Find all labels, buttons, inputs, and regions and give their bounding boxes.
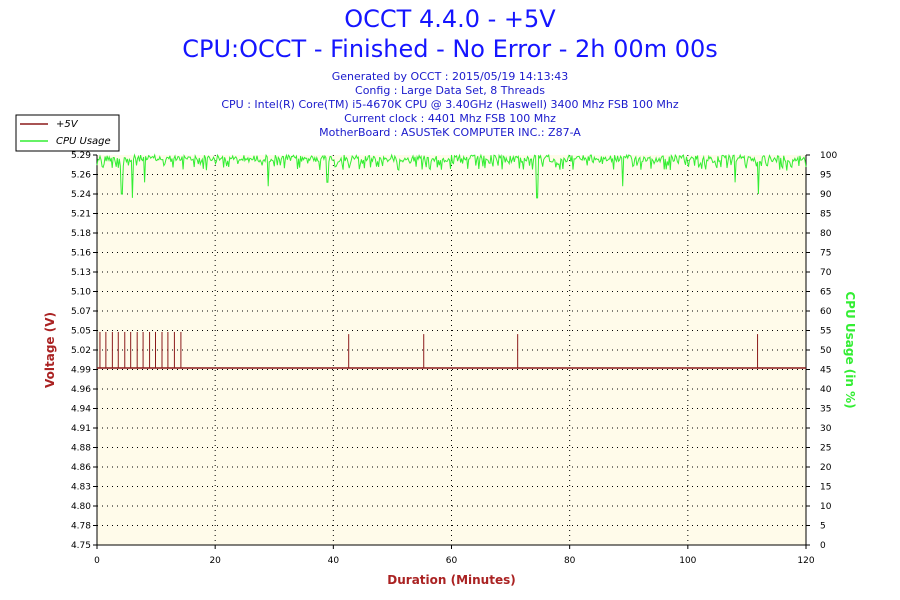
y2-tick-label: 90 [820,190,832,200]
y-tick-label: 5.18 [71,229,91,239]
y-tick-label: 4.88 [71,444,91,454]
y2-tick-label: 50 [820,346,832,356]
y2-tick-label: 30 [820,424,832,434]
legend-label-cpu: CPU Usage [56,136,111,147]
y-tick-label: 4.78 [71,522,91,532]
info-config: Config : Large Data Set, 8 Threads [355,84,545,97]
y-tick-label: 5.21 [71,210,91,220]
y2-tick-label: 65 [820,288,831,298]
y2-tick-label: 45 [820,366,831,376]
y-tick-label: 4.75 [71,541,91,551]
y-axis-label: Voltage (V) [43,312,57,388]
y2-tick-label: 95 [820,171,831,181]
info-generated: Generated by OCCT : 2015/05/19 14:13:43 [331,70,569,83]
legend: +5V CPU Usage [15,114,120,152]
y-tick-label: 5.13 [71,268,91,278]
y2-tick-label: 75 [820,249,831,259]
y2-tick-label: 20 [820,463,832,473]
y2-tick-label: 15 [820,483,831,493]
y2-tick-label: 85 [820,210,831,220]
y2-tick-label: 25 [820,444,831,454]
y-tick-label: 4.80 [71,502,91,512]
chart-subtitle: CPU:OCCT - Finished - No Error - 2h 00m … [182,35,718,63]
series-cpu-usage-line [96,153,807,199]
x-tick-label: 100 [679,556,696,566]
y2-tick-label: 5 [820,522,826,532]
y-tick-label: 4.99 [71,366,91,376]
legend-label-5v: +5V [56,119,79,130]
y-tick-label: 5.10 [71,288,91,298]
y2-tick-label: 100 [820,151,837,161]
y-tick-label: 5.05 [71,327,91,337]
y-tick-label: 5.02 [71,346,91,356]
y-tick-label: 5.24 [71,190,91,200]
y2-tick-label: 55 [820,327,831,337]
x-axis-label: Duration (Minutes) [387,573,515,587]
y-tick-label: 5.26 [71,171,91,181]
y-tick-label: 4.96 [71,385,91,395]
chart-title: OCCT 4.4.0 - +5V [344,5,556,33]
y-tick-label: 5.07 [71,307,91,317]
legend-box [15,114,120,152]
info-motherboard: MotherBoard : ASUSTeK COMPUTER INC.: Z87… [319,126,581,139]
x-tick-label: 0 [94,556,100,566]
x-tick-label: 60 [446,556,458,566]
y-tick-label: 4.86 [71,463,91,473]
y2-tick-label: 40 [820,385,832,395]
y-tick-label: 5.29 [71,151,91,161]
y-tick-label: 4.94 [71,405,91,415]
y2-tick-label: 35 [820,405,831,415]
y2-tick-label: 0 [820,541,826,551]
y2-tick-label: 10 [820,502,832,512]
y-tick-label: 4.83 [71,483,91,493]
x-tick-label: 20 [209,556,221,566]
x-tick-label: 120 [797,556,814,566]
y2-tick-label: 60 [820,307,832,317]
y-tick-label: 5.16 [71,249,91,259]
info-cpu: CPU : Intel(R) Core(TM) i5-4670K CPU @ 3… [221,98,679,111]
y-tick-label: 4.91 [71,424,91,434]
info-clock: Current clock : 4401 Mhz FSB 100 Mhz [344,112,556,125]
y2-tick-label: 70 [820,268,832,278]
y2-tick-label: 80 [820,229,832,239]
x-tick-label: 40 [328,556,340,566]
x-tick-label: 80 [564,556,576,566]
y2-axis-label: CPU Usage (in %) [843,291,857,408]
